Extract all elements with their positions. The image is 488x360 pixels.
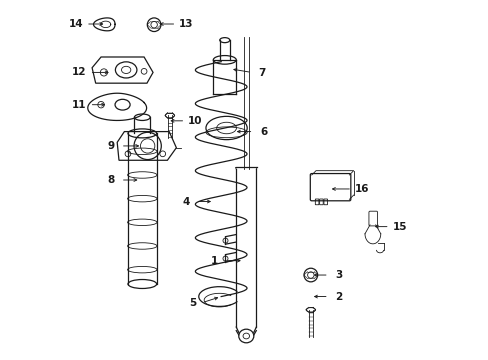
Text: 7: 7 — [257, 68, 264, 77]
Text: 16: 16 — [354, 184, 368, 194]
Text: 14: 14 — [68, 19, 83, 29]
Text: 1: 1 — [211, 256, 218, 266]
Text: 11: 11 — [72, 100, 86, 110]
Text: 3: 3 — [334, 270, 342, 280]
Text: 10: 10 — [188, 116, 202, 126]
Text: 2: 2 — [334, 292, 342, 302]
Text: 8: 8 — [107, 175, 114, 185]
Text: 9: 9 — [107, 141, 114, 151]
Text: 13: 13 — [179, 19, 193, 29]
Text: 15: 15 — [392, 222, 406, 231]
Text: 6: 6 — [259, 127, 266, 136]
Text: 12: 12 — [72, 67, 86, 77]
Text: 5: 5 — [188, 298, 196, 308]
Text: 4: 4 — [182, 197, 189, 207]
